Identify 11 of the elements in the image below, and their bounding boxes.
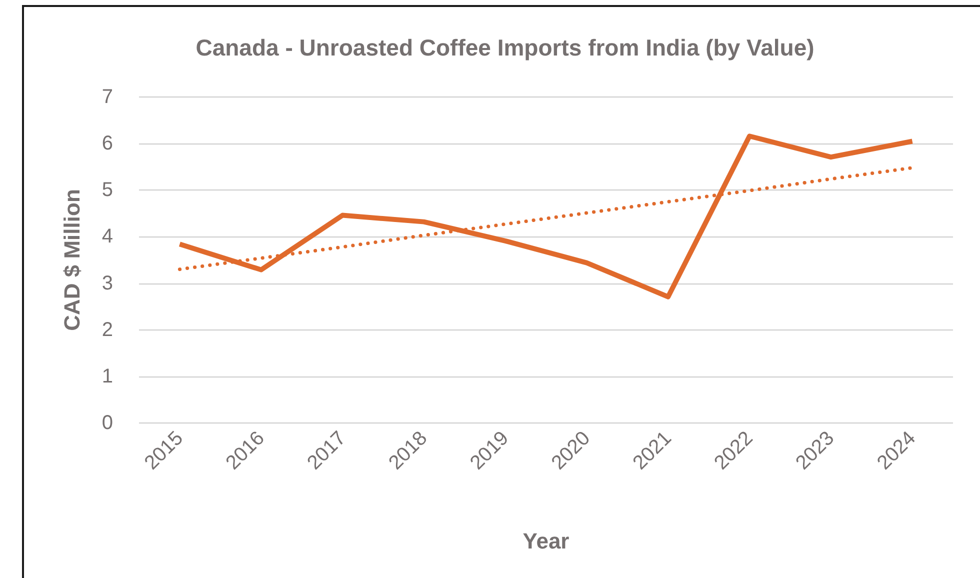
y-axis-title: CAD $ Million bbox=[60, 189, 84, 331]
y-tick-label: 2 bbox=[102, 318, 113, 341]
x-axis-title: Year bbox=[522, 528, 570, 554]
y-tick-label: 7 bbox=[102, 86, 113, 108]
y-tick-label: 0 bbox=[102, 412, 113, 434]
y-tick-label: 6 bbox=[102, 132, 113, 155]
y-tick-label: 5 bbox=[102, 179, 113, 202]
y-tick-label: 1 bbox=[102, 365, 113, 388]
chart-title: Canada - Unroasted Coffee Imports from India (by Value) bbox=[196, 34, 814, 60]
y-tick-label: 3 bbox=[102, 272, 113, 294]
y-tick-label: 4 bbox=[102, 226, 113, 248]
